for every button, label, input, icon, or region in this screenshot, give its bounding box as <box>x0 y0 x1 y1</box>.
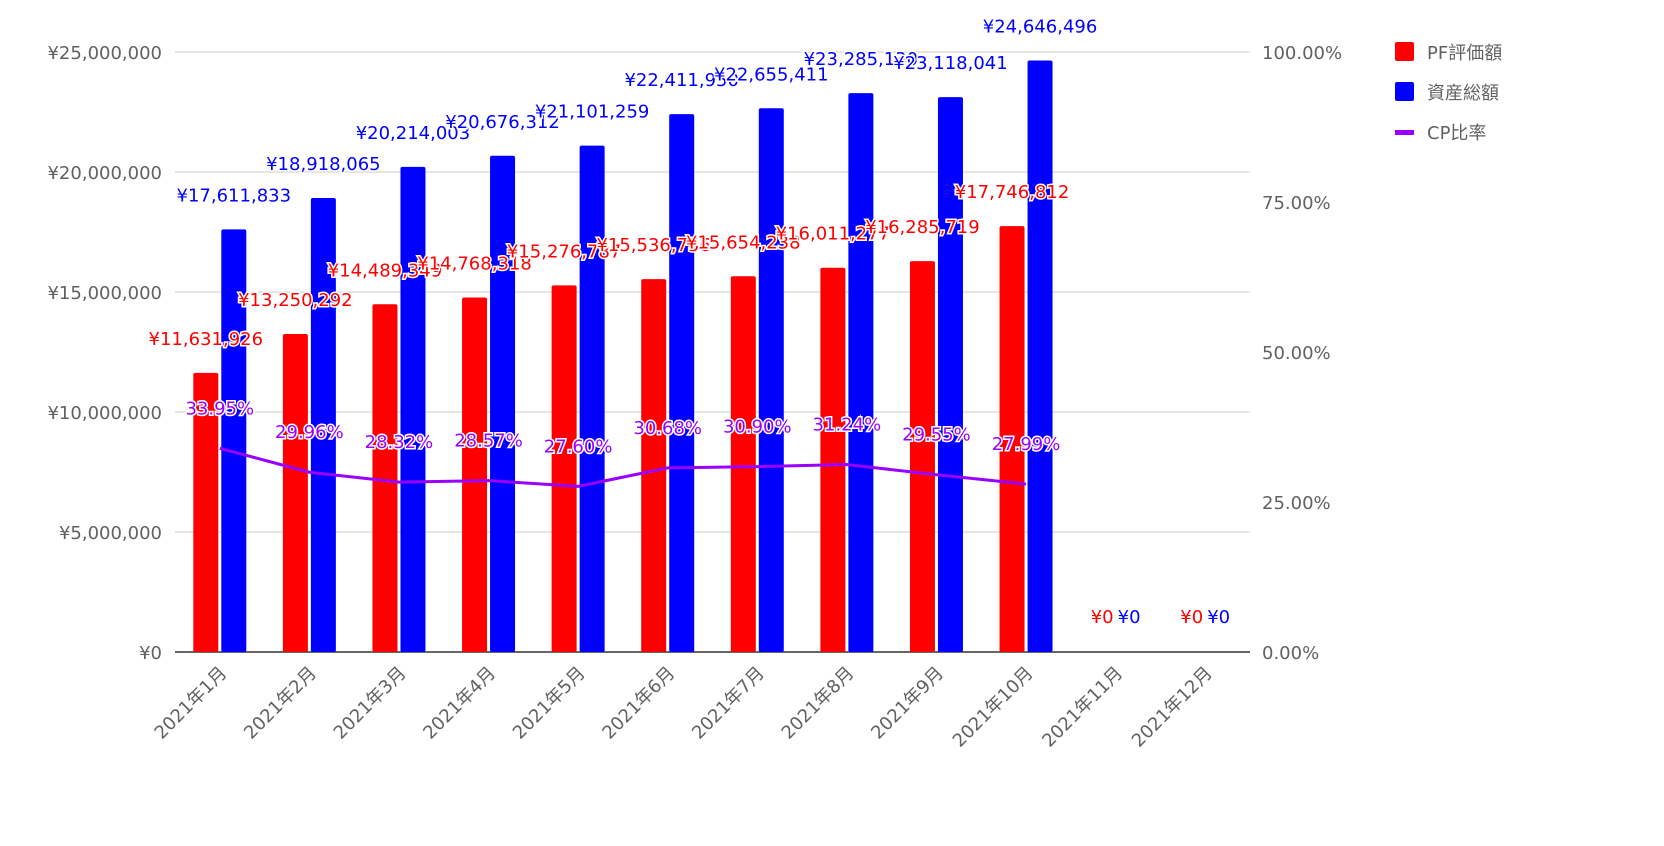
x-tick-label: 2021年2月 <box>240 663 321 744</box>
bar-pf <box>820 267 846 652</box>
data-label-pf: ¥16,011,277 <box>776 224 891 245</box>
left-tick-label: ¥25,000,000 <box>47 43 162 64</box>
data-label-cp: 31.24% <box>813 415 882 436</box>
data-label-total: ¥0 <box>1207 607 1230 628</box>
bar-total <box>221 229 247 652</box>
right-tick-label: 25.00% <box>1262 493 1331 514</box>
data-label-total: ¥17,611,833 <box>177 185 292 206</box>
x-tick-label: 2021年1月 <box>151 663 232 744</box>
bar-pf <box>282 333 308 652</box>
data-label-pf: ¥17,746,812 <box>955 182 1070 203</box>
data-label-total: ¥20,676,312 <box>445 112 560 133</box>
x-tick-label: 2021年11月 <box>1038 663 1127 752</box>
data-label-total: ¥20,214,003 <box>356 123 471 144</box>
data-label-total: ¥22,655,411 <box>714 64 829 85</box>
gridlines <box>175 51 1250 653</box>
left-tick-label: ¥20,000,000 <box>47 163 162 184</box>
data-label-total: ¥23,285,130 <box>804 49 919 70</box>
data-label-cp: 30.90% <box>723 417 792 438</box>
x-tick-label: 2021年4月 <box>419 663 500 744</box>
bar-total <box>579 145 605 653</box>
data-labels: ¥11,631,926 ¥17,611,833 ¥13,250,292 ¥18,918… <box>147 15 1230 628</box>
data-label-total: ¥18,918,065 <box>266 154 381 175</box>
x-tick-label: 2021年8月 <box>778 663 859 744</box>
data-label-cp: 28.57% <box>454 431 523 452</box>
data-label-total: ¥21,101,259 <box>535 102 650 123</box>
bar-total <box>758 108 784 652</box>
bars <box>193 60 1053 653</box>
legend-label: CP比率 <box>1427 123 1486 144</box>
data-label-pf: ¥16,285,719 <box>865 217 980 238</box>
bar-total <box>490 155 516 653</box>
right-tick-label: 100.00% <box>1262 43 1342 64</box>
cp-ratio-line <box>219 446 1027 488</box>
bar-pf <box>909 261 935 652</box>
data-label-cp: 27.60% <box>544 436 613 457</box>
legend-label: PF評価額 <box>1427 43 1502 64</box>
bar-total <box>400 166 426 652</box>
right-tick-label: 50.00% <box>1262 343 1331 364</box>
left-axis: ¥0 ¥5,000,000 ¥10,000,000 ¥15,000,000 ¥20,00… <box>47 43 162 664</box>
cp-ratio-line-group <box>219 446 1027 488</box>
right-tick-label: 0.00% <box>1262 643 1319 664</box>
x-tick-label: 2021年5月 <box>509 663 590 744</box>
x-tick-label: 2021年12月 <box>1128 663 1217 752</box>
legend-line-swatch <box>1395 130 1414 135</box>
left-tick-label: ¥0 <box>139 643 162 664</box>
x-axis: 2021年1月 2021年2月 2021年3月 2021年4月 2021年5月 2021年… <box>151 663 1217 752</box>
x-tick-label: 2021年7月 <box>688 663 769 744</box>
bar-total <box>848 93 874 653</box>
bar-pf <box>193 372 219 652</box>
bar-total <box>1027 60 1053 653</box>
bar-pf <box>551 285 577 652</box>
x-tick-label: 2021年10月 <box>949 663 1038 752</box>
left-tick-label: ¥5,000,000 <box>59 523 162 544</box>
data-label-cp: 29.55% <box>902 425 971 446</box>
data-label-pf: ¥15,654,238 <box>686 232 801 253</box>
data-label-pf: ¥13,250,292 <box>238 290 353 311</box>
legend-label: 資産総額 <box>1427 83 1499 104</box>
data-label-cp: 30.68% <box>633 418 702 439</box>
right-tick-label: 75.00% <box>1262 193 1331 214</box>
bar-total <box>669 114 695 652</box>
bar-pf <box>372 304 398 652</box>
data-label-pf: ¥11,631,926 <box>149 329 264 350</box>
left-tick-label: ¥10,000,000 <box>47 403 162 424</box>
data-label-pf: ¥0 <box>1180 607 1203 628</box>
data-label-pf: ¥15,536,756 <box>596 235 711 256</box>
left-tick-label: ¥15,000,000 <box>47 283 162 304</box>
data-label-pf: ¥14,768,318 <box>417 254 532 275</box>
legend-bar-swatch <box>1395 42 1414 61</box>
data-label-total: ¥22,411,950 <box>624 70 739 91</box>
data-label-cp: 27.99% <box>992 434 1061 455</box>
bar-pf <box>462 297 488 652</box>
right-axis: 0.00% 25.00% 50.00% 75.00% 100.00% <box>1262 43 1342 664</box>
x-tick-label: 2021年9月 <box>867 663 948 744</box>
bar-pf <box>641 279 667 652</box>
legend-bar-swatch <box>1395 82 1414 101</box>
bar-total <box>310 197 336 653</box>
x-tick-label: 2021年3月 <box>330 663 411 744</box>
x-tick-label: 2021年6月 <box>598 663 679 744</box>
data-label-total: ¥0 <box>1118 607 1141 628</box>
bar-pf <box>999 226 1025 652</box>
data-label-cp: 33.95% <box>185 398 254 419</box>
data-label-cp: 28.32% <box>365 432 434 453</box>
data-label-pf: ¥14,489,349 <box>328 260 443 281</box>
data-label-pf: ¥0 <box>1091 607 1114 628</box>
data-label-total: ¥24,646,496 <box>983 16 1098 37</box>
bar-total <box>937 97 963 653</box>
data-label-pf: ¥15,276,787 <box>507 241 622 262</box>
data-label-total: ¥23,118,041 <box>893 53 1008 74</box>
data-label-cp: 29.96% <box>275 422 344 443</box>
bar-pf <box>730 276 756 652</box>
